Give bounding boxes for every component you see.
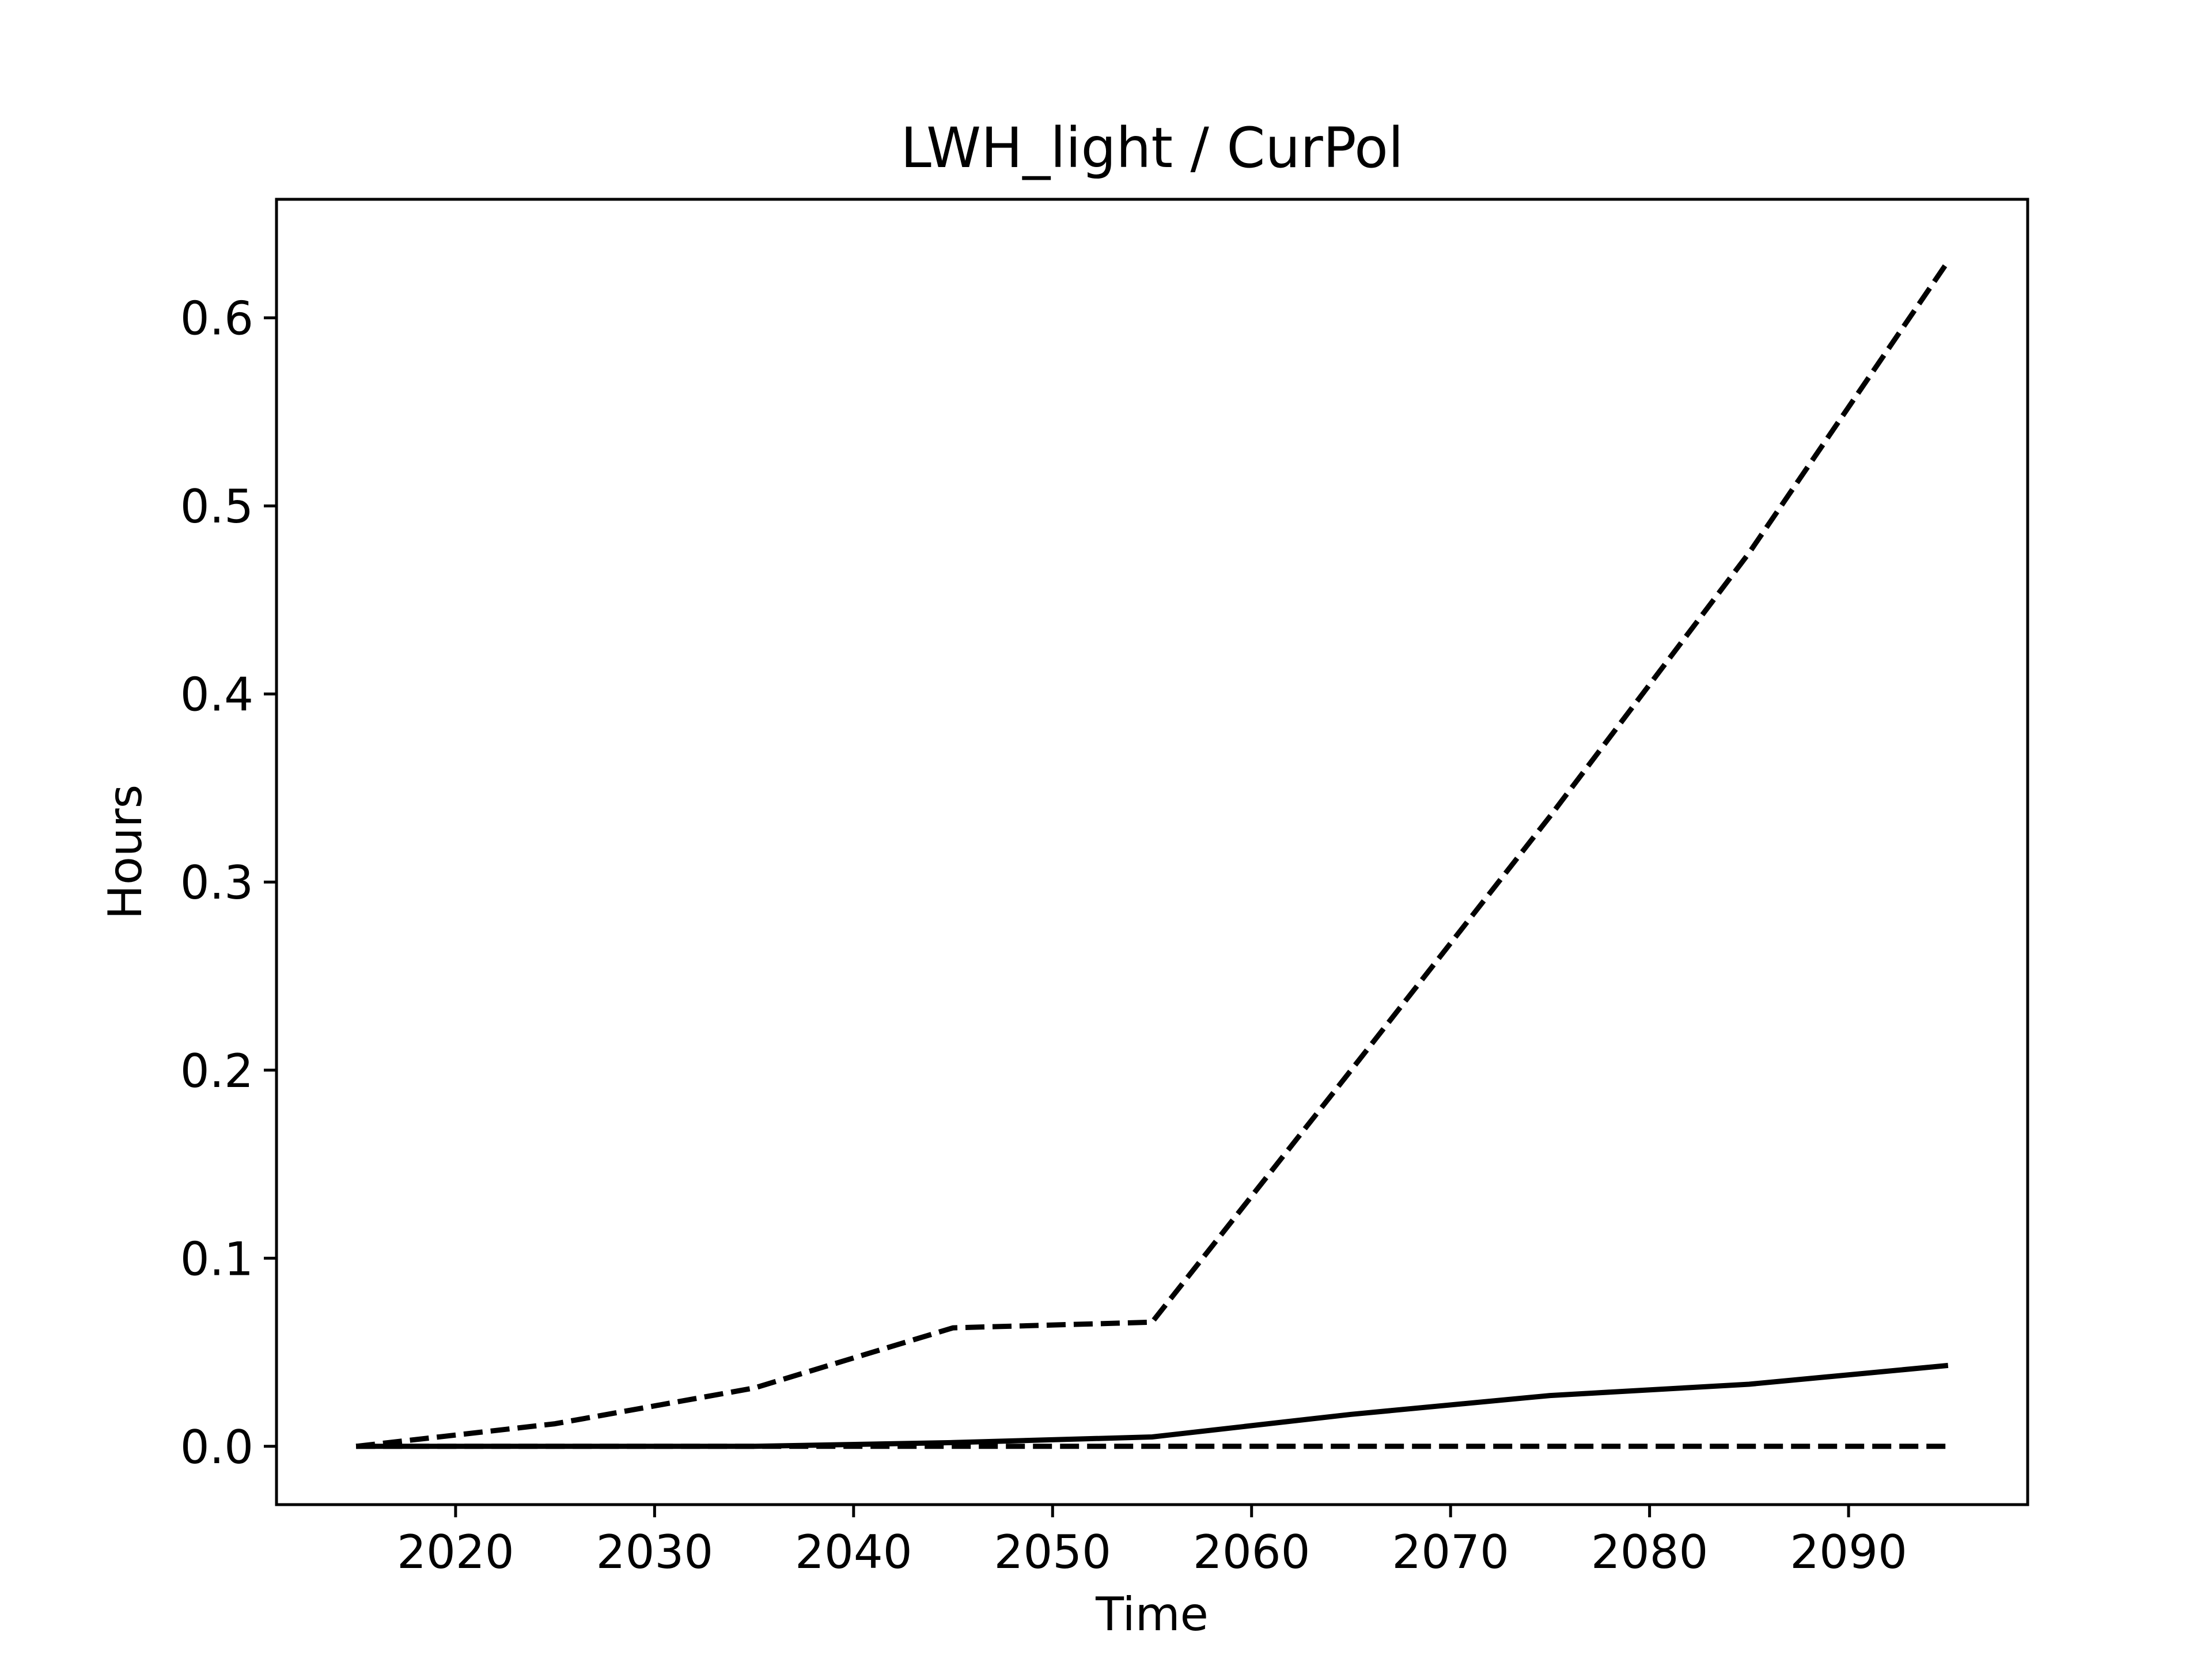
series-line-2 bbox=[356, 1362, 1949, 1449]
x-axis-ticks: 2020 2030 2040 2050 2060 2070 2080 2090 bbox=[397, 1505, 1907, 1579]
y-tick-label: 0.2 bbox=[180, 1044, 253, 1098]
y-axis-label: Hours bbox=[99, 785, 152, 919]
x-tick-label: 2020 bbox=[397, 1525, 514, 1579]
y-tick-label: 0.1 bbox=[180, 1232, 253, 1286]
x-tick-label: 2030 bbox=[596, 1525, 714, 1579]
x-tick-label: 2090 bbox=[1790, 1525, 1907, 1579]
y-tick-label: 0.4 bbox=[180, 668, 253, 722]
plot-area-frame bbox=[275, 198, 2029, 1506]
y-axis-ticks: 0.0 0.1 0.2 0.3 0.4 0.5 0.6 bbox=[180, 292, 276, 1474]
x-tick-label: 2080 bbox=[1591, 1525, 1709, 1579]
chart-title: LWH_light / CurPol bbox=[900, 116, 1403, 180]
y-tick-label: 0.6 bbox=[180, 292, 253, 346]
x-axis-label: Time bbox=[1095, 1588, 1209, 1641]
x-tick-label: 2060 bbox=[1193, 1525, 1310, 1579]
y-tick-label: 0.3 bbox=[180, 856, 253, 910]
y-tick-label: 0.5 bbox=[180, 480, 253, 533]
x-tick-label: 2050 bbox=[994, 1525, 1111, 1579]
x-tick-label: 2040 bbox=[795, 1525, 912, 1579]
x-tick-label: 2070 bbox=[1392, 1525, 1509, 1579]
y-tick-label: 0.0 bbox=[180, 1421, 253, 1474]
series-layer bbox=[355, 260, 1950, 1449]
